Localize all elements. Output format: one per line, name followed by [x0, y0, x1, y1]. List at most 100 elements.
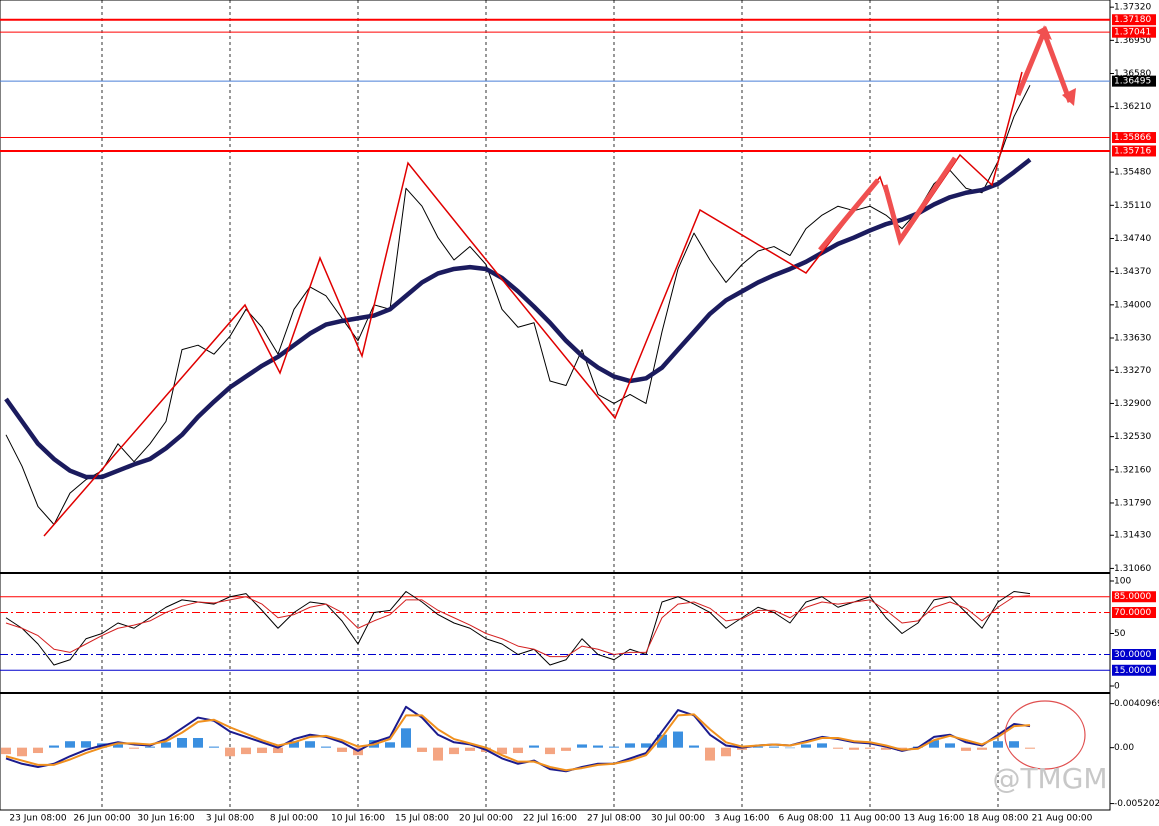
histogram-bar: [321, 746, 331, 748]
x-tick-label: 3 Aug 16:00: [715, 814, 770, 824]
histogram-bar: [673, 731, 683, 748]
level-label-box: [1112, 26, 1156, 38]
x-tick-label: 10 Jul 16:00: [331, 814, 385, 824]
y-tick-label: 1.34370: [1114, 267, 1151, 277]
y-tick-label: 0.00: [1114, 743, 1134, 753]
y-tick-label: 1.31430: [1114, 531, 1151, 541]
series-line: [5, 713, 1031, 772]
histogram-bar: [753, 746, 763, 748]
histogram-bar: [977, 747, 987, 750]
plot-frame: [0, 0, 1111, 811]
level-label-box: [1112, 145, 1156, 157]
histogram-bar: [273, 747, 283, 754]
histogram-bar: [145, 746, 155, 748]
histogram-bar: [225, 747, 235, 757]
series-line: [5, 590, 1031, 666]
y-tick-label: 50: [1114, 629, 1126, 639]
histogram-bar: [449, 747, 459, 755]
histogram-bar: [705, 747, 715, 761]
y-tick-label: 1.36950: [1114, 36, 1151, 46]
y-tick-label: 1.36580: [1114, 69, 1151, 79]
level-label: 1.35716: [1114, 146, 1151, 156]
histogram-bar: [1025, 747, 1035, 749]
histogram-bar: [737, 747, 747, 750]
histogram-bar: [641, 743, 651, 748]
histogram-bar: [417, 747, 427, 752]
histogram-bar: [193, 737, 203, 748]
y-tick-label: 1.33630: [1114, 334, 1151, 344]
histogram-bar: [33, 747, 43, 754]
x-tick-label: 6 Aug 08:00: [779, 814, 834, 824]
x-tick-label: 30 Jul 00:00: [651, 814, 705, 824]
histogram-bar: [865, 747, 875, 749]
level-label: 70.0000: [1114, 608, 1151, 618]
histogram-bar: [337, 747, 347, 752]
x-tick-label: 23 Jun 08:00: [9, 814, 66, 824]
x-tick-label: 30 Jun 16:00: [137, 814, 194, 824]
x-tick-label: 3 Jul 08:00: [206, 814, 255, 824]
histogram-bar: [833, 747, 843, 749]
histogram-bar: [929, 740, 939, 748]
histogram-bar: [625, 743, 635, 748]
histogram-bar: [113, 744, 123, 748]
y-tick-label: 1.34000: [1114, 300, 1151, 310]
histogram-bar: [257, 747, 267, 754]
histogram-bar: [497, 747, 507, 755]
series-line: [5, 595, 1031, 658]
level-label-box: [1112, 649, 1156, 661]
histogram-bar: [561, 747, 571, 751]
y-tick-label: 0: [1114, 682, 1120, 692]
histogram-bar: [545, 747, 555, 755]
histogram-bar: [801, 744, 811, 748]
level-label: 1.37180: [1114, 15, 1151, 25]
histogram-bar: [593, 745, 603, 748]
y-tick-label: 1.35110: [1114, 201, 1151, 211]
y-tick-label: -0.005202: [1114, 799, 1159, 809]
x-tick-label: 15 Jul 08:00: [395, 814, 449, 824]
histogram-bar: [657, 734, 667, 748]
histogram-bar: [817, 743, 827, 748]
x-tick-label: 20 Jul 00:00: [459, 814, 513, 824]
y-tick-label: 1.32900: [1114, 399, 1151, 409]
watermark: @TMGM: [992, 762, 1107, 795]
level-label: 1.35866: [1114, 133, 1151, 143]
histogram-bar: [65, 741, 75, 748]
y-tick-label: 1.31790: [1114, 498, 1151, 508]
histogram-bar: [129, 747, 139, 749]
x-tick-label: 21 Aug 00:00: [1032, 814, 1093, 824]
x-tick-label: 22 Jul 16:00: [523, 814, 577, 824]
histogram-bar: [945, 743, 955, 748]
level-label: 30.0000: [1114, 650, 1151, 660]
histogram-bar: [305, 741, 315, 748]
level-label: 15.0000: [1114, 666, 1151, 676]
histogram-bar: [401, 728, 411, 748]
y-tick-label: 1.34740: [1114, 234, 1151, 244]
y-tick-label: 1.37320: [1114, 3, 1151, 13]
y-tick-label: 1.32160: [1114, 465, 1151, 475]
y-tick-label: 0.0040969: [1114, 699, 1159, 709]
histogram-bar: [241, 747, 251, 755]
histogram-bar: [785, 747, 795, 749]
series-line: [4, 157, 1032, 480]
level-label: 1.36495: [1114, 77, 1151, 87]
histogram-bar: [577, 744, 587, 748]
level-label: 1.37041: [1114, 28, 1151, 38]
histogram-bar: [529, 745, 539, 748]
histogram-bar: [769, 746, 779, 748]
level-label-box: [1112, 132, 1156, 144]
x-tick-label: 8 Jul 00:00: [270, 814, 319, 824]
level-label-box: [1112, 606, 1156, 618]
histogram-bar: [161, 742, 171, 748]
histogram-bar: [289, 741, 299, 748]
histogram-bar: [177, 737, 187, 748]
level-label-box: [1112, 75, 1156, 87]
histogram-bar: [513, 747, 523, 754]
histogram-bar: [81, 741, 91, 748]
x-tick-label: 27 Jul 08:00: [587, 814, 641, 824]
level-label-box: [1112, 14, 1156, 26]
histogram-bar: [17, 747, 27, 757]
histogram-bar: [49, 745, 59, 748]
x-tick-label: 11 Aug 00:00: [840, 814, 901, 824]
histogram-bar: [209, 746, 219, 748]
histogram-bar: [1, 747, 11, 755]
